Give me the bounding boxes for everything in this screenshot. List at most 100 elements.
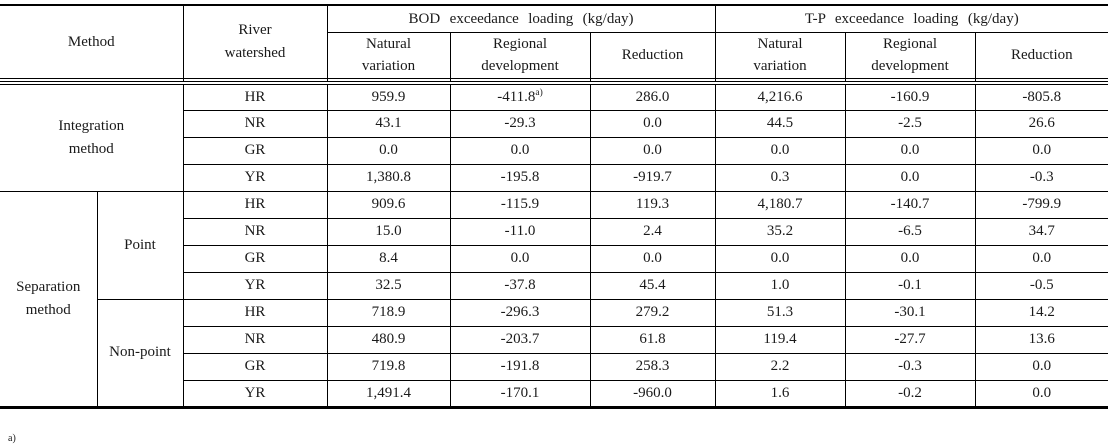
data-cell: 1,491.4 [327, 380, 451, 408]
col-header-tp-natural-label: Natural variation [753, 35, 807, 75]
data-cell: 32.5 [327, 272, 451, 300]
group-label: Point [124, 236, 156, 253]
data-cell: 4,180.7 [715, 191, 846, 219]
data-cell: 1.0 [715, 272, 846, 300]
data-cell: -37.8 [450, 272, 591, 300]
col-group-tp-label: T-P exceedance loading (kg/day) [804, 10, 1019, 27]
group-label: Separation method [16, 279, 81, 318]
data-cell: 0.0 [845, 245, 976, 273]
data-cell: 2.4 [590, 218, 716, 246]
data-cell: -0.5 [975, 272, 1108, 300]
data-cell: 286.0 [590, 83, 716, 111]
col-header-method: Method [0, 5, 184, 79]
river-cell: HR [183, 299, 328, 327]
col-header-bod-natural: Natural variation [327, 32, 451, 79]
data-cell: 0.0 [715, 137, 846, 165]
data-cell: -30.1 [845, 299, 976, 327]
data-cell: 34.7 [975, 218, 1108, 246]
col-header-river-watershed: River watershed [183, 5, 328, 79]
table-row: Non-point HR 718.9 -296.3 279.2 51.3 -30… [0, 299, 1108, 408]
table-row: Separation method Point HR 909.6 -115.9 … [0, 191, 1108, 408]
data-cell: 480.9 [327, 326, 451, 354]
data-cell: -2.5 [845, 110, 976, 138]
river-cell: YR [183, 272, 328, 300]
group-label: Non-point [109, 344, 171, 360]
header-row-groups: Method River watershed BOD exceedance lo… [0, 5, 1108, 79]
exceedance-loading-table: Method River watershed BOD exceedance lo… [0, 4, 1108, 409]
table-row: YR 32.5 -37.8 45.4 1.0 -0.1 -0.5 [0, 272, 1108, 300]
data-cell: -0.1 [845, 272, 976, 300]
data-cell: 0.0 [590, 110, 716, 138]
group-label: Integration method [58, 118, 125, 157]
data-cell: 0.0 [845, 164, 976, 192]
table-row: YR 1,380.8 -195.8 -919.7 0.3 0.0 -0.3 [0, 164, 1108, 192]
data-cell: 0.0 [450, 137, 591, 165]
data-cell: 0.0 [715, 245, 846, 273]
data-cell: 45.4 [590, 272, 716, 300]
col-header-bod-reduction-label: Reduction [621, 46, 684, 63]
col-header-method-label: Method [67, 33, 115, 50]
data-cell: -160.9 [845, 83, 976, 111]
data-cell: 1,380.8 [327, 164, 451, 192]
data-cell: 279.2 [590, 299, 716, 327]
data-cell: 14.2 [975, 299, 1108, 327]
data-cell: 0.0 [590, 137, 716, 165]
table-row: GR 0.0 0.0 0.0 0.0 0.0 0.0 [0, 137, 1108, 165]
data-cell: 0.0 [327, 137, 451, 165]
data-cell: 0.0 [975, 137, 1108, 165]
table-row: Integration method HR 959.9 -411.8a) 286… [0, 83, 1108, 192]
data-cell: 719.8 [327, 353, 451, 381]
data-cell: -296.3 [450, 299, 591, 327]
col-header-bod-regional-label: Regional development [481, 35, 559, 75]
data-cell: -203.7 [450, 326, 591, 354]
data-cell: -29.3 [450, 110, 591, 138]
data-cell: 2.2 [715, 353, 846, 381]
col-header-bod-regional: Regional development [450, 32, 591, 79]
data-cell: 0.0 [975, 353, 1108, 381]
data-cell: -0.3 [975, 164, 1108, 192]
data-cell: 8.4 [327, 245, 451, 273]
data-cell: -0.3 [845, 353, 976, 381]
group-cell-integration-method: Integration method [0, 83, 184, 192]
data-cell: 1.6 [715, 380, 846, 408]
col-group-bod: BOD exceedance loading (kg/day) [327, 5, 716, 33]
data-cell: 0.0 [845, 137, 976, 165]
table-row: YR 1,491.4 -170.1 -960.0 1.6 -0.2 0.0 [0, 380, 1108, 408]
footnote-marker-a: a) [535, 87, 543, 98]
col-group-tp: T-P exceedance loading (kg/day) [715, 5, 1108, 33]
table-row: GR 719.8 -191.8 258.3 2.2 -0.3 0.0 [0, 353, 1108, 381]
col-header-bod-reduction: Reduction [590, 32, 716, 79]
data-cell: 0.3 [715, 164, 846, 192]
group-cell-separation-method: Separation method [0, 191, 98, 408]
data-cell: 44.5 [715, 110, 846, 138]
data-value: -411.8 [497, 88, 536, 105]
river-cell: NR [183, 218, 328, 246]
data-cell: 43.1 [327, 110, 451, 138]
col-header-tp-regional: Regional development [845, 32, 976, 79]
data-cell: -191.8 [450, 353, 591, 381]
header-row-subcolumns: Natural variation Regional development R… [0, 32, 1108, 79]
river-cell: NR [183, 326, 328, 354]
group-cell-point: Point [97, 191, 184, 300]
data-cell: -805.8 [975, 83, 1108, 111]
data-cell: 35.2 [715, 218, 846, 246]
data-cell: 15.0 [327, 218, 451, 246]
data-cell: 4,216.6 [715, 83, 846, 111]
col-header-bod-natural-label: Natural variation [361, 35, 416, 75]
data-cell: -6.5 [845, 218, 976, 246]
header-body-double-rule [0, 78, 1108, 85]
data-cell: 119.3 [590, 191, 716, 219]
river-cell: YR [183, 164, 328, 192]
river-cell: YR [183, 380, 328, 408]
data-cell: -11.0 [450, 218, 591, 246]
col-group-bod-label: BOD exceedance loading (kg/day) [408, 10, 634, 27]
col-header-tp-reduction-label: Reduction [1010, 46, 1073, 63]
data-cell: 51.3 [715, 299, 846, 327]
data-cell: -195.8 [450, 164, 591, 192]
data-cell: -115.9 [450, 191, 591, 219]
col-header-tp-regional-label: Regional development [871, 35, 949, 75]
group-cell-non-point: Non-point [97, 299, 184, 408]
data-cell: -0.2 [845, 380, 976, 408]
data-cell: -170.1 [450, 380, 591, 408]
data-cell: 0.0 [975, 245, 1108, 273]
